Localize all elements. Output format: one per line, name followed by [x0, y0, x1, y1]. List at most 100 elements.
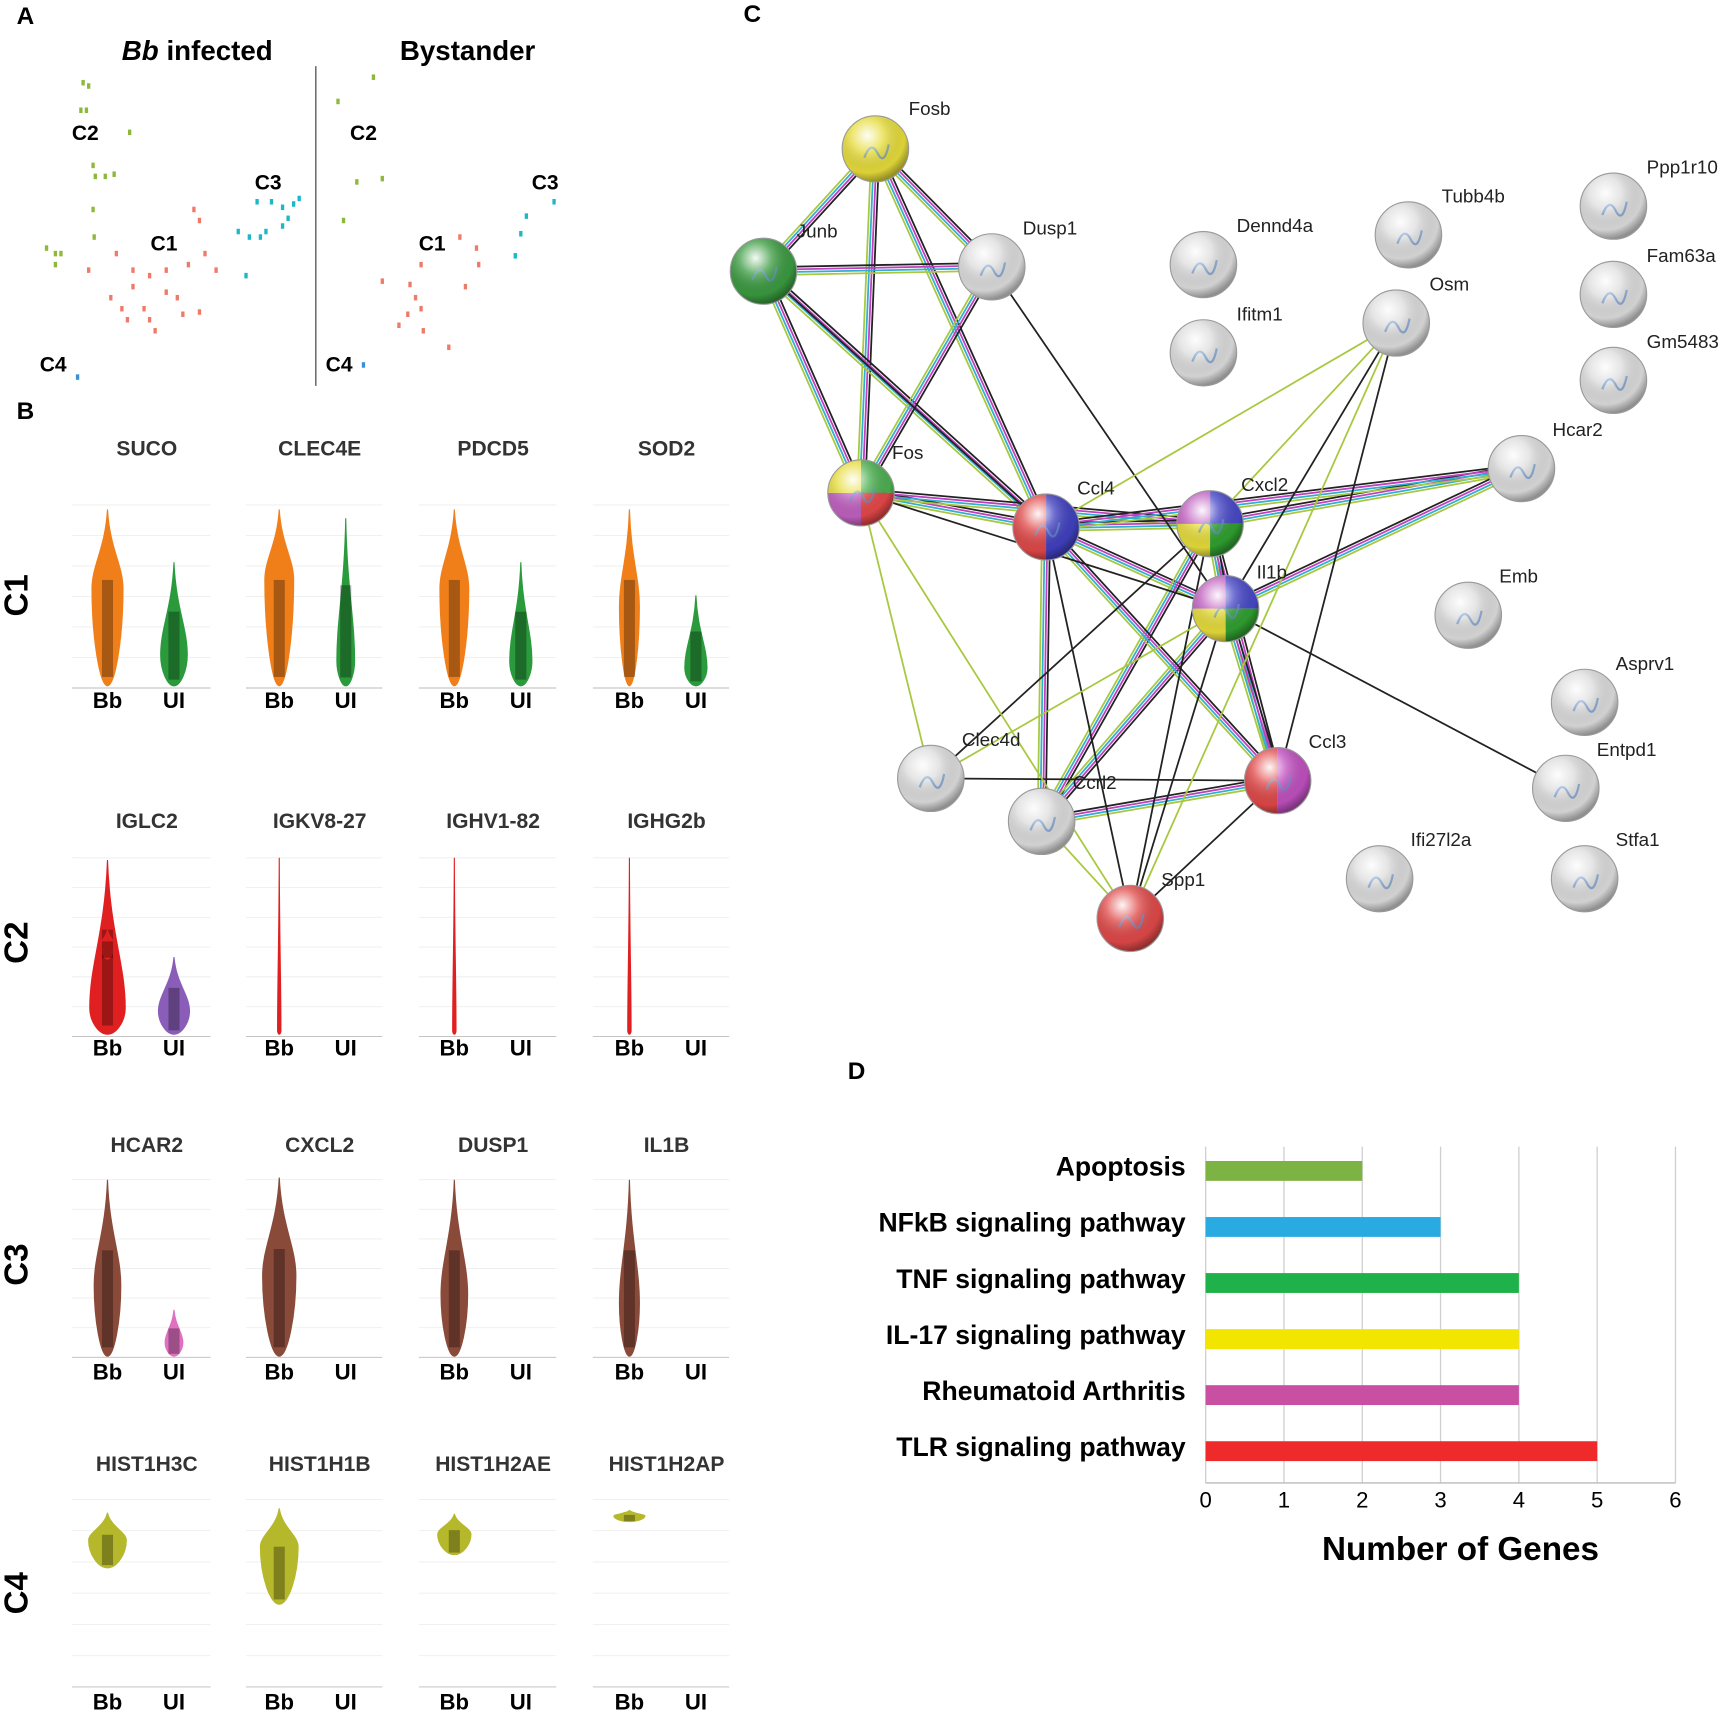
network-edge — [1046, 471, 1523, 532]
violin — [336, 518, 356, 687]
cell-dot — [280, 204, 285, 211]
network-edge — [1224, 466, 1522, 609]
cell-dot — [280, 223, 285, 229]
x-tick-label: 2 — [1356, 1488, 1368, 1513]
group-label: UI — [510, 1036, 532, 1061]
group-label: UI — [510, 688, 532, 713]
network-edge — [763, 269, 992, 277]
cell-dot — [477, 261, 481, 268]
gene-title: PDCD5 — [457, 437, 529, 460]
network-node — [1345, 845, 1414, 913]
group-label: UI — [335, 1036, 357, 1061]
node-gloss — [1176, 490, 1244, 558]
network-edge — [1276, 322, 1398, 781]
x-axis-label: Number of Genes — [1322, 1531, 1599, 1568]
network-edge — [1044, 525, 1215, 824]
node-gloss — [1362, 289, 1431, 357]
network-node — [957, 233, 1026, 301]
node-gloss — [1243, 746, 1312, 815]
violin-box — [448, 1250, 460, 1348]
bar — [1205, 1385, 1519, 1406]
violin — [627, 857, 632, 1035]
gene-title: HIST1H1B — [269, 1453, 371, 1476]
row-label: C4 — [0, 1572, 36, 1615]
group-label: Bb — [615, 1036, 645, 1061]
group-label: UI — [510, 1689, 532, 1714]
violin-box — [101, 929, 114, 1026]
gene-title: SOD2 — [638, 437, 695, 460]
node-gloss — [1012, 493, 1080, 561]
network-edge — [1037, 521, 1208, 820]
network-node — [1579, 346, 1648, 415]
violin — [277, 857, 282, 1035]
cell-dot — [341, 217, 346, 224]
group-label: UI — [163, 1036, 185, 1061]
node-label: Ccl3 — [1309, 731, 1347, 752]
gene-title: CLEC4E — [278, 437, 361, 460]
network-edge — [860, 492, 932, 779]
network-edge — [856, 148, 873, 493]
network-edge — [863, 268, 996, 496]
node-gloss — [1579, 260, 1648, 329]
node-label: Fam63a — [1647, 245, 1717, 266]
cell-dot — [131, 283, 135, 290]
umap-title: Bb infected — [122, 35, 273, 66]
species: Bb — [122, 35, 159, 66]
network-node — [1096, 884, 1165, 953]
cell-dot — [513, 253, 517, 259]
network-edge — [1045, 466, 1522, 527]
panel-label: A — [17, 3, 35, 30]
violin-box — [101, 1534, 114, 1566]
network-node — [1550, 845, 1619, 913]
cell-dot — [336, 98, 340, 105]
cell-dot — [197, 309, 202, 315]
network-edge — [1045, 322, 1397, 528]
node-gloss — [729, 237, 798, 305]
violin-box — [340, 585, 352, 678]
network-edge — [991, 266, 1227, 610]
node-label: Il1b — [1257, 561, 1287, 582]
bar — [1205, 1273, 1519, 1293]
node-gloss — [827, 459, 895, 527]
network-edge — [762, 270, 1047, 528]
cell-dot — [186, 261, 191, 268]
group-label: Bb — [440, 1036, 470, 1061]
violin — [618, 509, 640, 687]
node-gloss — [1579, 346, 1648, 415]
network-node — [1007, 787, 1076, 856]
node-label: Gm5483 — [1647, 331, 1719, 352]
cell-dot — [474, 245, 479, 251]
cell-dot — [258, 234, 263, 240]
node-label: Cxcl2 — [1241, 474, 1288, 495]
y-tick-label: TNF signaling pathway — [896, 1264, 1186, 1294]
network-edge — [1225, 607, 1567, 790]
x-tick-label: 3 — [1434, 1488, 1446, 1513]
node-label: Spp1 — [1161, 869, 1205, 890]
umap-title: Bystander — [400, 35, 536, 66]
network-node — [1550, 668, 1619, 736]
network-node — [1243, 746, 1312, 815]
group-label: UI — [685, 1360, 707, 1385]
cell-dot — [125, 316, 130, 323]
cell-dot — [93, 173, 97, 180]
network-node — [1374, 201, 1443, 269]
network-edge — [864, 148, 881, 494]
cell-dot — [371, 74, 376, 80]
group-label: UI — [510, 1360, 532, 1385]
network-edge — [1129, 608, 1227, 919]
cell-dot — [247, 234, 251, 240]
network-node — [1434, 581, 1503, 649]
network-edge — [759, 272, 859, 495]
cell-dot — [164, 267, 168, 273]
network-edge — [1129, 523, 1211, 919]
gene-title: HCAR2 — [111, 1134, 184, 1157]
network-edge — [858, 148, 875, 493]
node-gloss — [1550, 668, 1619, 736]
group-label: Bb — [264, 688, 294, 713]
cell-dot — [91, 206, 95, 213]
network-edge — [1041, 778, 1278, 821]
violin — [259, 1508, 299, 1605]
cluster-label: C2 — [350, 122, 377, 145]
node-label: Ccrl2 — [1073, 772, 1117, 793]
